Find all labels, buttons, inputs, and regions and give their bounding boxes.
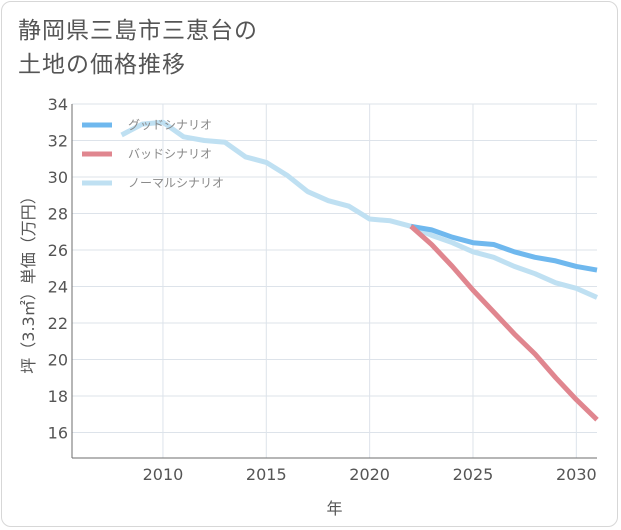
x-axis-ticks: 2010 2015 2020 2025 2030	[143, 465, 597, 484]
x-axis-title: 年	[326, 499, 342, 518]
x-tick-label: 2010	[143, 465, 184, 484]
chart-title: 静岡県三島市三恵台の 土地の価格推移	[18, 18, 258, 78]
series-line-0	[410, 223, 598, 273]
y-tick-label: 30	[48, 168, 68, 187]
legend-label-0: グッドシナリオ	[128, 118, 212, 132]
y-tick-label: 18	[48, 387, 68, 406]
y-tick-label: 22	[48, 314, 68, 333]
y-tick-label: 28	[48, 204, 68, 223]
y-tick-label: 26	[48, 241, 68, 260]
y-tick-label: 16	[48, 423, 68, 442]
x-tick-label: 2030	[556, 465, 597, 484]
axes	[71, 104, 597, 459]
y-axis-ticks: 16 18 20 22 24 26 28 30 32 34	[48, 95, 68, 442]
x-tick-label: 2015	[246, 465, 287, 484]
y-tick-label: 32	[48, 131, 68, 150]
series-line-1	[409, 224, 599, 422]
y-axis-title: 坪（3.3㎡）単価（万円）	[19, 188, 38, 373]
series-lines	[120, 119, 599, 422]
series-line-2	[120, 119, 599, 300]
y-tick-label: 20	[48, 350, 68, 369]
legend-label-2: ノーマルシナリオ	[128, 176, 224, 190]
x-tick-label: 2025	[453, 465, 494, 484]
grid-lines	[72, 103, 597, 458]
x-tick-label: 2020	[349, 465, 390, 484]
legend-label-1: バッドシナリオ	[128, 147, 212, 161]
y-tick-label: 24	[48, 277, 68, 296]
y-tick-label: 34	[48, 95, 68, 114]
